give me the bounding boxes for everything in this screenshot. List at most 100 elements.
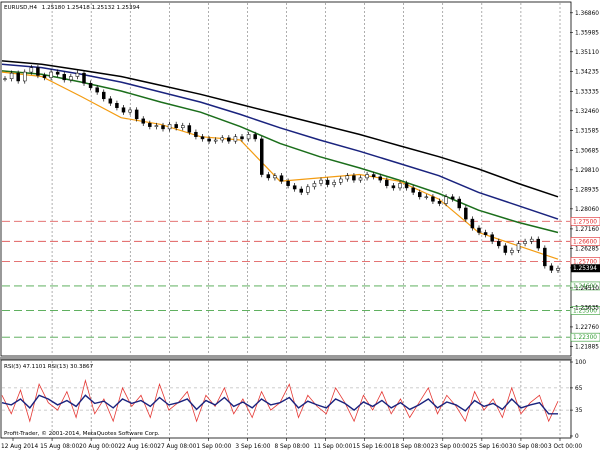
- rsi-scale: 100 65 35 0: [570, 360, 586, 440]
- price-tick-label: 1.21885: [575, 344, 599, 350]
- candle-body: [497, 241, 501, 247]
- candle-body: [121, 107, 126, 113]
- price-tick-label: 1.24510: [575, 286, 599, 292]
- candle-body: [365, 174, 369, 179]
- candle-body: [292, 185, 297, 190]
- candle-body: [345, 175, 350, 180]
- candle-body: [95, 87, 99, 93]
- price-candles: [3, 64, 560, 274]
- candle-body: [148, 123, 152, 127]
- candle-body: [115, 103, 119, 108]
- price-level-label: 1.25700: [573, 259, 597, 265]
- price-tick-label: 1.35110: [575, 50, 599, 56]
- price-tick-label: 1.34235: [575, 69, 599, 75]
- candle-body: [167, 124, 172, 130]
- main-price-panel[interactable]: 1.27500 1.26600 1.25700 1.24600 1.23500 1.223…: [0, 1, 600, 437]
- candle-body: [279, 175, 284, 182]
- candle-body: [141, 118, 145, 124]
- price-level-label: 1.23500: [573, 308, 597, 314]
- candle-body: [306, 186, 310, 193]
- time-axis: 12 Aug 2014 15 Aug 08:00 20 Aug 00:00 22 Au…: [1, 438, 582, 450]
- vertical-grid: [51, 3, 561, 437]
- candle-body: [187, 125, 192, 133]
- candle-body: [220, 137, 224, 141]
- candle-body: [371, 174, 376, 178]
- moving-average-line: [1, 70, 559, 234]
- time-tick-label: 3 Oct 00:00: [548, 444, 582, 450]
- candle-body: [227, 137, 231, 142]
- candle-body: [207, 138, 211, 142]
- candle-body: [29, 67, 34, 73]
- candle-body: [134, 109, 139, 120]
- price-level-label: 1.24600: [573, 284, 597, 290]
- price-tick-label: 1.27160: [575, 227, 599, 233]
- rsi-panel-frame: [0, 359, 572, 439]
- candle-body: [154, 125, 159, 127]
- candle-body: [16, 72, 20, 82]
- price-scale: 1.36860 1.35985 1.35110 1.34235 1.33335 1.324…: [570, 11, 600, 350]
- rsi-tick-label: 100: [575, 360, 586, 366]
- candle-body: [391, 185, 396, 189]
- watermark-text: Profit-Trader, © 2001-2014, MetaQuotes S…: [4, 430, 160, 437]
- candle-body: [477, 227, 481, 233]
- candle-body: [483, 232, 488, 235]
- price-tick-label: 1.35985: [575, 30, 599, 36]
- candle-body: [444, 196, 448, 204]
- candle-body: [253, 134, 257, 140]
- rsi-tick-label: 0: [575, 434, 579, 440]
- rsi-tick-label: 35: [575, 408, 583, 414]
- candle-body: [286, 180, 290, 186]
- price-level-tag: [570, 306, 600, 315]
- time-tick-label: 3 Sep 16:00: [235, 444, 270, 450]
- candle-body: [503, 245, 508, 253]
- time-tick-label: 15 Sep 16:00: [353, 444, 392, 450]
- candle-body: [358, 177, 363, 181]
- price-tick-label: 1.26285: [575, 246, 599, 252]
- candle-body: [299, 188, 303, 193]
- candle-body: [42, 75, 47, 78]
- candle-body: [69, 76, 73, 81]
- candle-body: [543, 247, 547, 267]
- candle-body: [266, 174, 271, 179]
- time-tick-label: 12 Aug 2014: [1, 444, 38, 450]
- time-tick-label: 1 Sep 00:00: [196, 444, 231, 450]
- price-tick-label: 1.22760: [575, 325, 599, 331]
- price-level-tag: [570, 237, 600, 246]
- rsi-lines: [1, 378, 559, 423]
- candle-body: [325, 179, 330, 185]
- candle-body: [108, 98, 113, 104]
- candle-body: [457, 198, 461, 209]
- price-tick-label: 1.30685: [575, 148, 599, 154]
- time-tick-label: 30 Sep 08:00: [509, 444, 548, 450]
- candle-body: [510, 250, 514, 253]
- rsi-tick-label: 65: [575, 386, 583, 392]
- candle-body: [523, 241, 527, 244]
- price-tick-label: 1.23635: [575, 305, 599, 311]
- candle-body: [490, 234, 494, 242]
- candle-body: [319, 179, 323, 184]
- candle-body: [352, 175, 356, 181]
- price-tick-label: 1.33335: [575, 89, 599, 95]
- candle-body: [62, 74, 66, 81]
- candle-body: [49, 71, 53, 78]
- candle-body: [312, 183, 317, 188]
- candle-body: [464, 207, 468, 220]
- moving-average-line: [1, 63, 559, 220]
- candle-body: [385, 179, 389, 186]
- panel-separator[interactable]: [0, 357, 572, 360]
- time-tick-label: 22 Aug 16:00: [118, 444, 157, 450]
- candle-body: [181, 125, 185, 129]
- candle-body: [424, 196, 429, 198]
- main-panel-frame: [0, 1, 572, 357]
- candle-body: [246, 134, 251, 140]
- price-level-tag: [570, 281, 600, 291]
- price-level-label: 1.26600: [573, 239, 597, 245]
- time-tick-label: 25 Sep 16:00: [470, 444, 509, 450]
- time-tick-label: 18 Sep 08:00: [392, 444, 431, 450]
- price-tick-label: 1.32460: [575, 109, 599, 115]
- candle-body: [23, 71, 27, 82]
- price-tick-label: 1.31585: [575, 128, 599, 134]
